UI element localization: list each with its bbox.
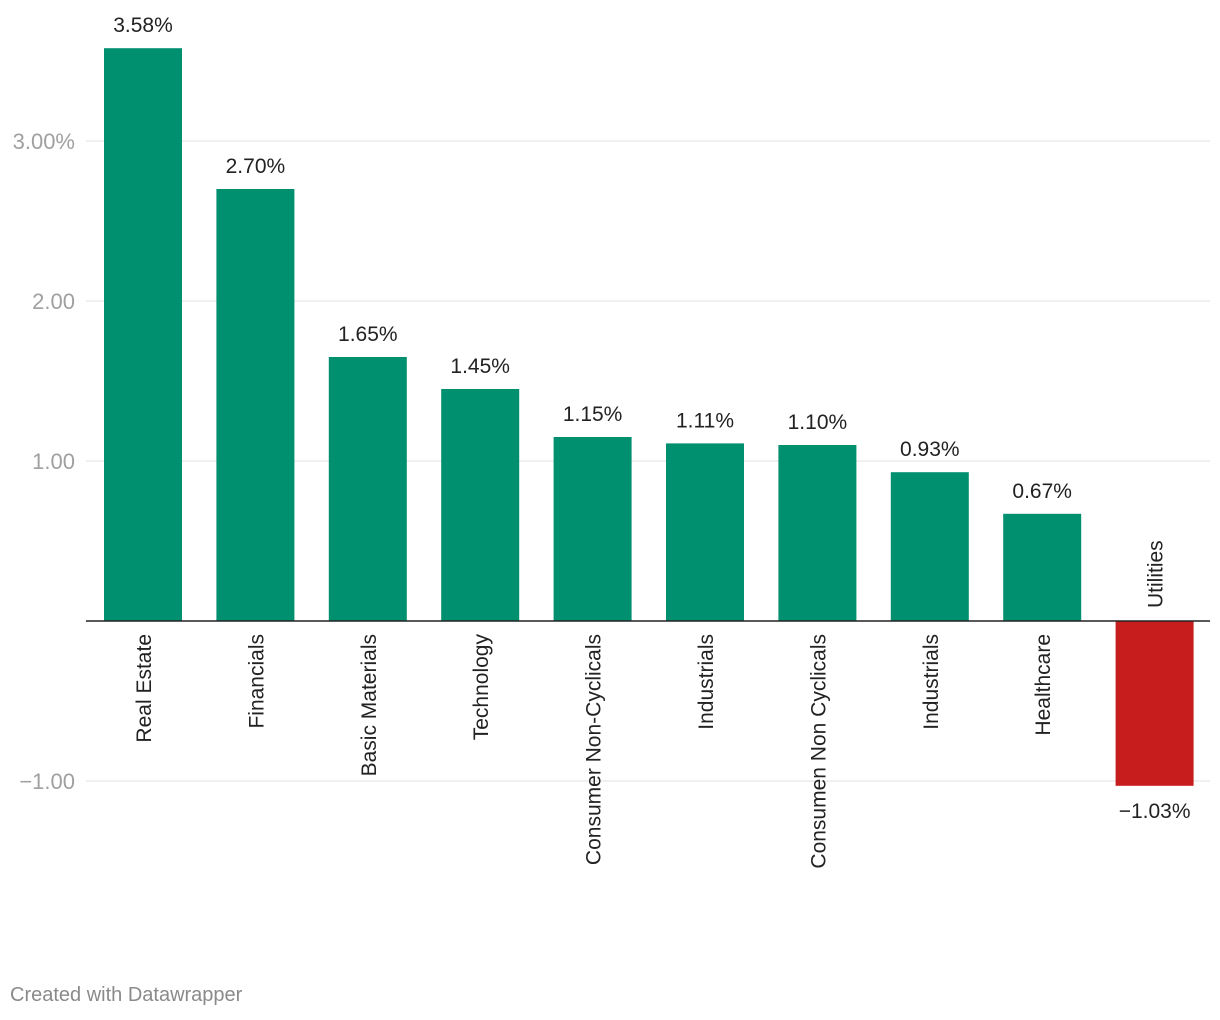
data-label: 1.45% <box>450 355 510 378</box>
data-label: 1.65% <box>338 323 398 346</box>
category-label: Utilities <box>1145 540 1168 608</box>
y-tick-label: 1.00 <box>32 449 75 474</box>
bar <box>553 437 632 621</box>
bar <box>216 189 295 621</box>
category-label: Healthcare <box>1032 634 1055 736</box>
data-label: 0.67% <box>1012 480 1072 503</box>
category-label: Financials <box>245 634 268 729</box>
data-label: 3.58% <box>113 14 173 37</box>
y-tick-label: −1.00 <box>19 769 75 794</box>
category-label: Consumer Non-Cyclicals <box>583 634 606 865</box>
category-label: Industrials <box>920 634 943 730</box>
bar <box>1003 513 1082 621</box>
bar <box>1115 621 1194 786</box>
bar <box>441 389 520 621</box>
data-label: 0.93% <box>900 438 960 461</box>
data-label: 2.70% <box>226 155 286 178</box>
bar <box>666 443 744 621</box>
category-label: Consumen Non Cyclicals <box>807 634 830 869</box>
bar <box>890 472 969 621</box>
bar <box>328 357 407 621</box>
category-label: Basic Materials <box>358 634 381 776</box>
category-label: Technology <box>470 634 493 741</box>
category-label: Industrials <box>695 634 718 730</box>
data-label: 1.11% <box>676 409 734 432</box>
y-tick-label: 2.00 <box>32 289 75 314</box>
category-label: Real Estate <box>133 634 156 743</box>
data-label: 1.15% <box>563 403 623 426</box>
data-label: −1.03% <box>1119 800 1191 823</box>
bar <box>778 445 857 621</box>
y-tick-label: 3.00% <box>13 129 75 154</box>
footer-credit: Created with Datawrapper <box>10 984 243 1006</box>
bar <box>104 48 182 621</box>
data-label: 1.10% <box>788 411 848 434</box>
